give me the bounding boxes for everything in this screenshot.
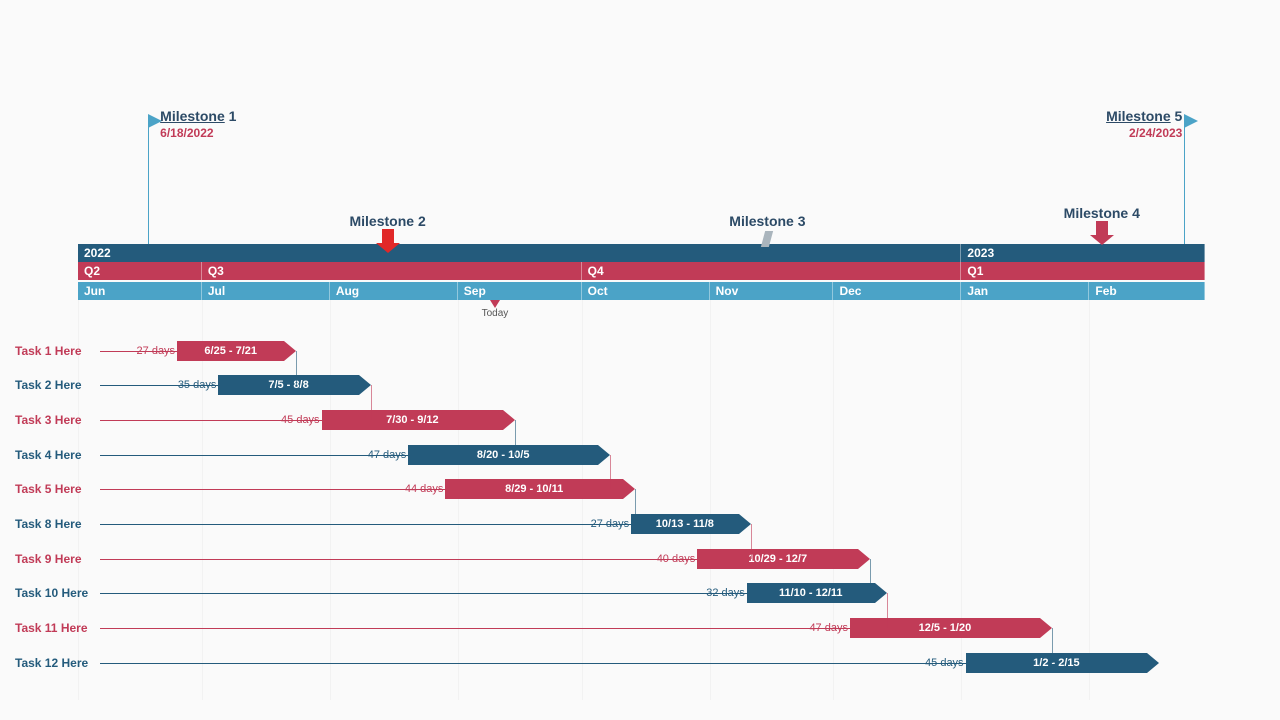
year-label: 2023 <box>961 244 1205 262</box>
task-arrow <box>858 549 870 569</box>
task-connector <box>887 593 888 628</box>
task-duration: 47 days <box>809 622 848 634</box>
task-arrow <box>1040 618 1052 638</box>
quarter-label: Q1 <box>961 262 1205 280</box>
milestone-arrow-icon <box>376 229 400 253</box>
task-leader <box>100 489 445 490</box>
task-bar: 6/25 - 7/21 <box>177 341 284 361</box>
task-bar: 8/29 - 10/11 <box>445 479 623 499</box>
task-arrow <box>875 583 887 603</box>
task-label: Task 5 Here <box>15 482 82 496</box>
milestone-title: Milestone 4 <box>1064 205 1140 221</box>
task-duration: 44 days <box>405 483 444 495</box>
month-label: Jun <box>78 282 202 300</box>
task-connector <box>751 524 752 559</box>
milestone-title: Milestone 1 <box>160 108 236 124</box>
task-arrow <box>623 479 635 499</box>
task-bar: 7/5 - 8/8 <box>218 375 358 395</box>
task-label: Task 8 Here <box>15 517 82 531</box>
quarter-label: Q4 <box>582 262 962 280</box>
task-bar: 8/20 - 10/5 <box>408 445 598 465</box>
task-connector <box>635 489 636 524</box>
gantt-chart: 20222023 Q2Q3Q4Q1 JunJulAugSepOctNovDecJan… <box>0 0 1280 720</box>
task-arrow <box>598 445 610 465</box>
task-duration: 27 days <box>591 518 630 530</box>
milestone-arrow-icon <box>1090 221 1114 245</box>
today-marker <box>490 300 500 308</box>
grid-line <box>833 300 834 700</box>
task-duration: 35 days <box>178 379 217 391</box>
year-label: 2022 <box>78 244 961 262</box>
task-bar: 12/5 - 1/20 <box>850 618 1040 638</box>
grid-line <box>78 300 79 700</box>
task-arrow <box>503 410 515 430</box>
task-leader <box>100 455 408 456</box>
task-arrow <box>359 375 371 395</box>
task-bar: 10/29 - 12/7 <box>697 549 858 569</box>
month-label: Dec <box>833 282 961 300</box>
month-label: Jul <box>202 282 330 300</box>
grid-line <box>710 300 711 700</box>
task-arrow <box>1147 653 1159 673</box>
task-bar: 1/2 - 2/15 <box>966 653 1148 673</box>
task-duration: 45 days <box>925 657 964 669</box>
grid-line <box>1089 300 1090 700</box>
grid-line <box>458 300 459 700</box>
task-bar: 7/30 - 9/12 <box>322 410 504 430</box>
milestone-title: Milestone 5 <box>1106 108 1182 124</box>
task-bar: 11/10 - 12/11 <box>747 583 875 603</box>
task-duration: 27 days <box>137 345 176 357</box>
task-connector <box>515 420 516 455</box>
milestone-title: Milestone 3 <box>729 213 805 229</box>
task-label: Task 12 Here <box>15 656 88 670</box>
task-label: Task 1 Here <box>15 344 82 358</box>
month-label: Sep <box>458 282 582 300</box>
task-duration: 32 days <box>706 587 745 599</box>
month-label: Oct <box>582 282 710 300</box>
task-leader <box>100 524 631 525</box>
task-connector <box>610 455 611 489</box>
milestone-date: 2/24/2023 <box>1129 126 1182 140</box>
task-leader <box>100 559 697 560</box>
month-label: Feb <box>1089 282 1205 300</box>
task-duration: 45 days <box>281 414 320 426</box>
month-label: Aug <box>330 282 458 300</box>
grid-line <box>961 300 962 700</box>
today-label: Today <box>482 308 509 319</box>
task-connector <box>371 385 372 420</box>
task-label: Task 4 Here <box>15 448 82 462</box>
quarter-label: Q3 <box>202 262 582 280</box>
task-leader <box>100 663 966 664</box>
task-connector <box>1052 628 1053 663</box>
task-leader <box>100 593 747 594</box>
task-duration: 40 days <box>657 553 696 565</box>
task-label: Task 2 Here <box>15 378 82 392</box>
milestone-date: 6/18/2022 <box>160 126 213 140</box>
task-leader <box>100 628 850 629</box>
task-arrow <box>739 514 751 534</box>
month-label: Nov <box>710 282 834 300</box>
task-label: Task 11 Here <box>15 621 88 635</box>
task-arrow <box>284 341 296 361</box>
grid-line <box>330 300 331 700</box>
milestone-line <box>148 118 149 244</box>
task-label: Task 10 Here <box>15 586 88 600</box>
task-duration: 47 days <box>368 449 407 461</box>
quarter-label: Q2 <box>78 262 202 280</box>
task-label: Task 3 Here <box>15 413 82 427</box>
task-label: Task 9 Here <box>15 552 82 566</box>
task-connector <box>296 351 297 385</box>
milestone-title: Milestone 2 <box>349 213 425 229</box>
month-label: Jan <box>961 282 1089 300</box>
task-connector <box>870 559 871 593</box>
milestone-line <box>1184 118 1185 244</box>
task-bar: 10/13 - 11/8 <box>631 514 738 534</box>
grid-line <box>582 300 583 700</box>
milestone-flag-icon <box>1184 114 1198 128</box>
